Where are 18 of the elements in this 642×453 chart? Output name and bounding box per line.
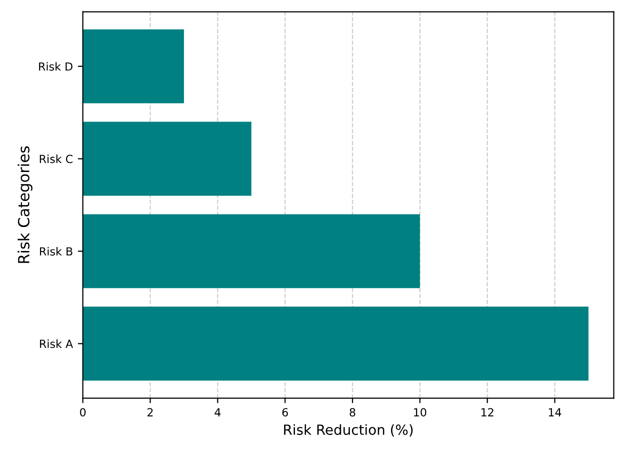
bar	[82, 122, 252, 196]
x-tick-label: 10	[414, 408, 426, 417]
x-axis-title: Risk Reduction (%)	[284, 424, 413, 437]
bar	[82, 29, 184, 104]
x-tick-label: 4	[214, 408, 221, 416]
x-tick-label: 0	[80, 408, 86, 417]
y-tick-label: Risk A	[40, 339, 74, 348]
x-tick-label: 8	[350, 408, 356, 417]
y-tick-label: Risk B	[40, 246, 72, 256]
bar	[82, 306, 588, 381]
x-tick-label: 6	[282, 408, 288, 417]
x-tick-label: 12	[481, 408, 494, 416]
bar	[82, 214, 420, 288]
x-tick-label: 2	[148, 408, 153, 416]
y-tick-label: Risk C	[40, 154, 72, 164]
y-tick-label: Risk D	[39, 62, 72, 71]
x-tick-label: 14	[548, 408, 562, 416]
y-axis-title: Risk Categories	[18, 146, 32, 263]
